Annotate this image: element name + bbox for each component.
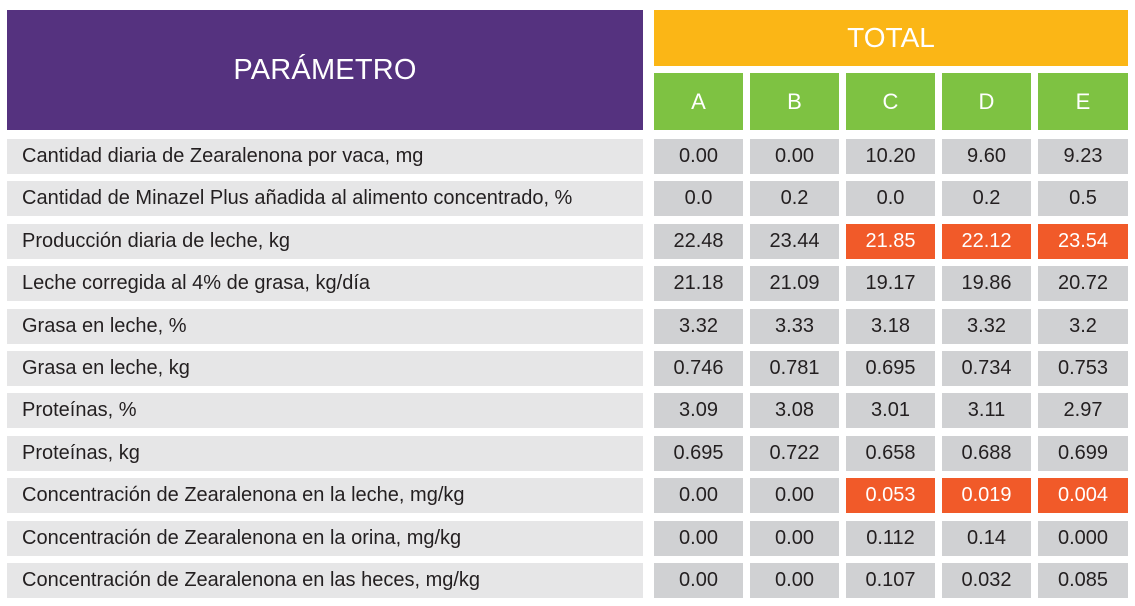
value-cell: 0.746	[654, 351, 743, 386]
value-cell: 9.60	[942, 139, 1031, 174]
total-header: TOTAL	[654, 10, 1128, 66]
column-header-b: B	[750, 73, 839, 130]
value-cell: 0.004	[1038, 478, 1128, 513]
value-cell: 10.20	[846, 139, 935, 174]
value-cell: 3.32	[654, 309, 743, 344]
value-cell: 23.54	[1038, 224, 1128, 259]
value-cell: 22.12	[942, 224, 1031, 259]
value-cell: 3.32	[942, 309, 1031, 344]
value-cell: 0.0	[846, 181, 935, 216]
row-label: Leche corregida al 4% de grasa, kg/día	[7, 266, 643, 301]
row-label: Proteínas, kg	[7, 436, 643, 471]
value-cell: 0.00	[654, 478, 743, 513]
column-header-d: D	[942, 73, 1031, 130]
value-cell: 19.86	[942, 266, 1031, 301]
row-label: Concentración de Zearalenona en las hece…	[7, 563, 643, 598]
value-cell: 0.2	[750, 181, 839, 216]
row-label: Concentración de Zearalenona en la leche…	[7, 478, 643, 513]
value-cell: 0.00	[654, 521, 743, 556]
value-cell: 22.48	[654, 224, 743, 259]
value-cell: 0.053	[846, 478, 935, 513]
value-cell: 0.107	[846, 563, 935, 598]
row-label: Cantidad diaria de Zearalenona por vaca,…	[7, 139, 643, 174]
value-cell: 0.019	[942, 478, 1031, 513]
value-cell: 0.000	[1038, 521, 1128, 556]
value-cell: 0.658	[846, 436, 935, 471]
value-cell: 0.0	[654, 181, 743, 216]
row-label: Grasa en leche, %	[7, 309, 643, 344]
value-cell: 0.699	[1038, 436, 1128, 471]
value-cell: 0.00	[750, 478, 839, 513]
row-label: Proteínas, %	[7, 393, 643, 428]
value-cell: 0.695	[846, 351, 935, 386]
value-cell: 3.11	[942, 393, 1031, 428]
value-cell: 0.2	[942, 181, 1031, 216]
value-cell: 21.18	[654, 266, 743, 301]
value-cell: 3.33	[750, 309, 839, 344]
value-cell: 0.734	[942, 351, 1031, 386]
value-cell: 19.17	[846, 266, 935, 301]
value-cell: 21.85	[846, 224, 935, 259]
value-cell: 3.2	[1038, 309, 1128, 344]
value-cell: 9.23	[1038, 139, 1128, 174]
value-cell: 23.44	[750, 224, 839, 259]
column-header-e: E	[1038, 73, 1128, 130]
row-label: Grasa en leche, kg	[7, 351, 643, 386]
value-cell: 0.781	[750, 351, 839, 386]
value-cell: 0.00	[750, 139, 839, 174]
value-cell: 20.72	[1038, 266, 1128, 301]
value-cell: 0.00	[750, 563, 839, 598]
parameter-header: PARÁMETRO	[7, 10, 643, 130]
value-cell: 2.97	[1038, 393, 1128, 428]
value-cell: 0.00	[654, 139, 743, 174]
row-label: Concentración de Zearalenona en la orina…	[7, 521, 643, 556]
value-cell: 0.032	[942, 563, 1031, 598]
value-cell: 0.688	[942, 436, 1031, 471]
value-cell: 3.08	[750, 393, 839, 428]
value-cell: 0.722	[750, 436, 839, 471]
row-label: Cantidad de Minazel Plus añadida al alim…	[7, 181, 643, 216]
value-cell: 3.01	[846, 393, 935, 428]
row-label: Producción diaria de leche, kg	[7, 224, 643, 259]
value-cell: 0.753	[1038, 351, 1128, 386]
value-cell: 0.085	[1038, 563, 1128, 598]
value-cell: 3.18	[846, 309, 935, 344]
value-cell: 0.00	[750, 521, 839, 556]
value-cell: 0.14	[942, 521, 1031, 556]
value-cell: 3.09	[654, 393, 743, 428]
value-cell: 0.695	[654, 436, 743, 471]
value-cell: 0.00	[654, 563, 743, 598]
column-header-c: C	[846, 73, 935, 130]
value-cell: 0.112	[846, 521, 935, 556]
value-cell: 21.09	[750, 266, 839, 301]
value-cell: 0.5	[1038, 181, 1128, 216]
column-header-a: A	[654, 73, 743, 130]
